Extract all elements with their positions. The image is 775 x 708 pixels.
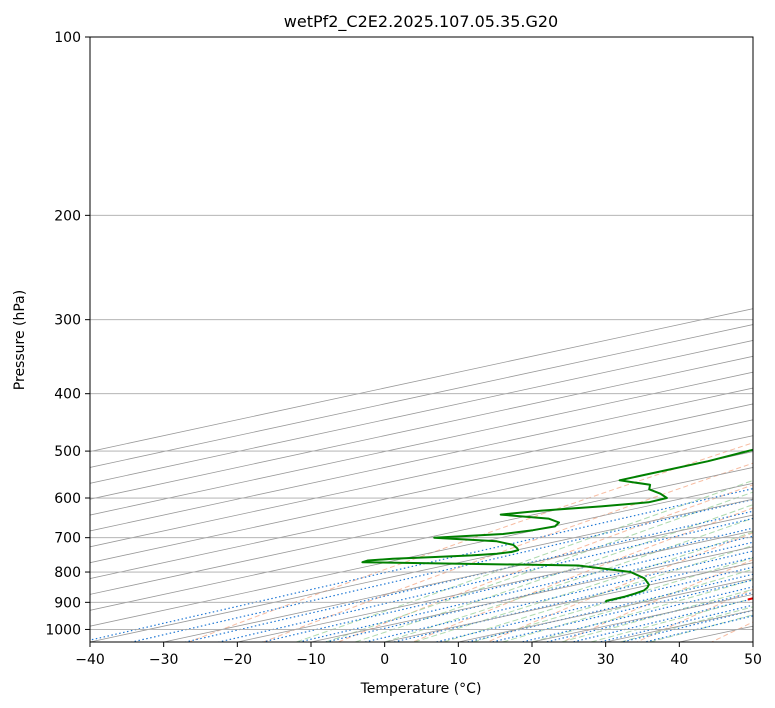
isotherm-line (161, 514, 753, 642)
background-lines (90, 24, 775, 654)
y-tick-label: 400 (54, 387, 81, 403)
mixing-ratio-line (597, 604, 753, 642)
mixing-ratio-line (391, 556, 753, 642)
dry-adiabat (486, 532, 753, 642)
x-tick-label: −40 (75, 652, 105, 668)
x-tick-label: 20 (523, 652, 541, 668)
isotherm-line (90, 451, 753, 595)
mixing-ratio-line (90, 487, 753, 641)
mixing-ratio-line (260, 527, 753, 642)
y-tick-label: 1000 (45, 622, 81, 638)
x-tick-label: −10 (296, 652, 326, 668)
chart-title: wetPf2_C2E2.2025.107.05.35.G20 (284, 12, 558, 32)
y-axis: 100 200 300 400 500 600 700 800 900 1000 (45, 30, 90, 638)
x-tick-label: 50 (744, 652, 762, 668)
dry-adiabat (561, 559, 753, 642)
moist-adiabat (472, 557, 753, 642)
x-tick-label: 0 (380, 652, 389, 668)
isotherm-line (456, 578, 753, 642)
dry-adiabat (635, 588, 753, 642)
isotherm-line (771, 24, 775, 654)
y-axis-label: Pressure (hPa) (12, 290, 28, 390)
x-tick-label: 40 (670, 652, 688, 668)
moist-adiabat (413, 531, 753, 642)
isotherm-line (309, 546, 753, 642)
dry-adiabat (763, 24, 775, 654)
moist-adiabat (296, 480, 753, 642)
dry-adiabat (710, 621, 753, 642)
isotherm-line (530, 593, 753, 642)
y-tick-label: 500 (54, 444, 81, 460)
moist-adiabat (384, 517, 753, 642)
isotherm-line (90, 308, 753, 452)
mixing-ratio-line (519, 586, 753, 642)
moist-adiabat (531, 579, 753, 642)
isotherm-line (603, 609, 753, 642)
mixing-ratio-line (464, 573, 753, 642)
plot-frame (89, 36, 754, 643)
x-tick-label: 10 (449, 652, 467, 668)
x-tick-label: −30 (149, 652, 179, 668)
y-tick-label: 700 (54, 531, 81, 547)
dry-adiabat (187, 442, 753, 642)
isotherm-line (90, 498, 753, 642)
isotherm-line (235, 530, 753, 642)
y-tick-label: 800 (54, 565, 81, 581)
isotherm-line (90, 435, 753, 579)
x-axis-label: Temperature (°C) (360, 681, 482, 697)
mixing-ratio-line (216, 517, 753, 642)
profile-lines (361, 448, 753, 603)
x-tick-label: 30 (597, 652, 615, 668)
y-tick-label: 600 (54, 491, 81, 507)
mixing-ratio-line (570, 598, 753, 642)
y-tick-label: 100 (54, 30, 81, 46)
y-tick-label: 900 (54, 595, 81, 611)
moist-adiabat (325, 491, 753, 642)
isotherm-line (90, 467, 753, 611)
mixing-ratio-line (183, 510, 753, 642)
isotherm-line (751, 641, 753, 642)
isotherm-line (90, 482, 753, 627)
y-tick-label: 300 (54, 313, 81, 329)
moist-adiabat (561, 588, 753, 642)
x-tick-label: −20 (223, 652, 253, 668)
dewpoint-line (361, 448, 753, 603)
isotherm-line (90, 324, 753, 468)
x-axis: −40 −30 −20 −10 0 10 20 30 40 50 (75, 642, 762, 668)
mixing-ratio-line (296, 535, 753, 642)
mixing-ratio-line (619, 609, 753, 642)
mixing-ratio-line (362, 550, 753, 642)
isotherm-line (90, 419, 753, 564)
dry-adiabat (262, 462, 753, 642)
y-tick-label: 200 (54, 208, 81, 224)
mixing-ratio-line (129, 498, 753, 642)
mixing-ratio-line (543, 591, 753, 642)
